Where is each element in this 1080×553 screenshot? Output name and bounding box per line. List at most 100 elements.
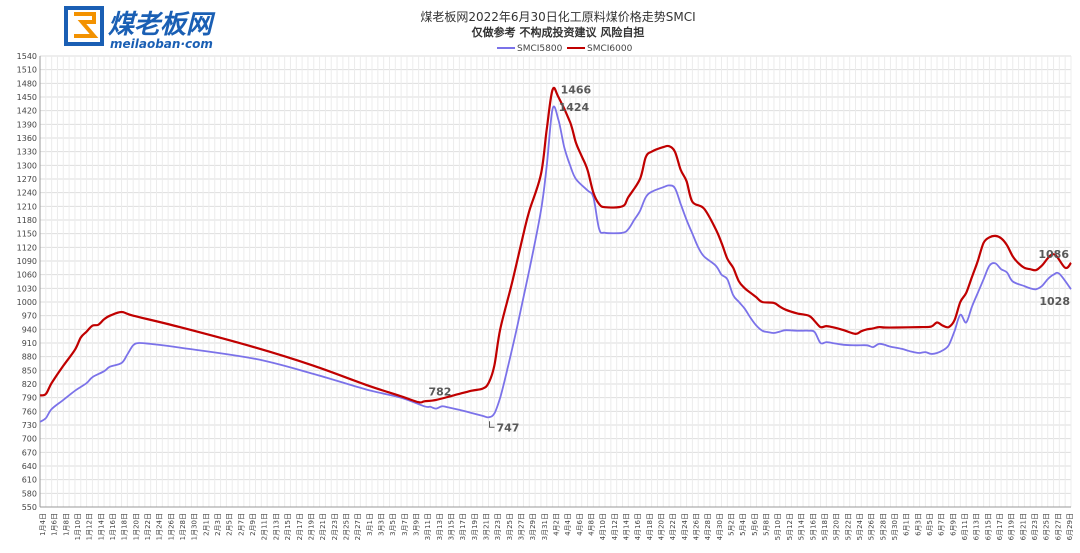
x-tick-label: 4月24日 <box>681 513 689 540</box>
x-tick-label: 5月24日 <box>856 513 864 540</box>
x-tick-label: 3月21日 <box>482 513 490 540</box>
x-tick-label: 2月15日 <box>284 513 292 540</box>
x-tick-label: 6月23日 <box>1031 513 1039 540</box>
x-tick-label: 5月12日 <box>786 513 794 540</box>
x-tick-label: 6月29日 <box>1066 513 1074 540</box>
x-tick-label: 2月3日 <box>214 513 222 536</box>
y-tick-label: 1510 <box>17 66 37 75</box>
x-tick-label: 5月22日 <box>844 513 852 540</box>
x-tick-label: 6月21日 <box>1019 513 1027 540</box>
x-tick-label: 1月16日 <box>109 513 117 540</box>
y-tick-label: 550 <box>22 503 37 512</box>
x-tick-label: 2月5日 <box>226 513 234 536</box>
y-tick-label: 970 <box>22 312 37 321</box>
x-tick-label: 1月10日 <box>74 513 82 540</box>
x-tick-label: 4月4日 <box>564 513 572 536</box>
x-tick-label: 4月8日 <box>588 513 596 536</box>
x-tick-label: 1月6日 <box>51 513 59 536</box>
x-tick-label: 1月24日 <box>156 513 164 540</box>
x-tick-label: 4月2日 <box>553 513 561 536</box>
x-tick-label: 2月9日 <box>249 513 257 536</box>
y-tick-label: 700 <box>22 435 37 444</box>
y-tick-label: 1450 <box>17 93 37 102</box>
data-label: 1086 <box>1038 248 1069 261</box>
x-axis-ticks: 1月4日 1月6日 1月8日 1月10日 1月12日 1月14日 1月16日 1月18日 1月2… <box>39 513 1074 540</box>
legend: SMCI5800 SMCI6000 <box>497 44 633 54</box>
x-tick-label: 6月27日 <box>1054 513 1062 540</box>
x-tick-label: 2月17日 <box>296 513 304 540</box>
x-tick-label: 2月21日 <box>319 513 327 540</box>
x-tick-label: 3月1日 <box>366 513 374 536</box>
x-tick-label: 5月18日 <box>821 513 829 540</box>
x-tick-label: 4月6日 <box>576 513 584 536</box>
x-tick-label: 5月26日 <box>868 513 876 540</box>
x-tick-label: 5月4日 <box>739 513 747 536</box>
y-tick-label: 880 <box>22 353 37 362</box>
x-tick-label: 1月26日 <box>167 513 175 540</box>
y-tick-label: 1150 <box>17 230 37 239</box>
x-tick-label: 2月1日 <box>202 513 210 536</box>
x-tick-label: 3月25日 <box>506 513 514 540</box>
y-tick-label: 1420 <box>17 107 37 116</box>
x-tick-label: 2月27日 <box>354 513 362 540</box>
legend-label: SMCI5800 <box>517 44 563 54</box>
y-tick-label: 1300 <box>17 161 37 170</box>
series-line-smci5800 <box>39 105 1072 423</box>
x-tick-label: 2月7日 <box>237 513 245 536</box>
x-tick-label: 1月4日 <box>39 513 47 536</box>
x-tick-label: 6月15日 <box>984 513 992 540</box>
y-tick-label: 910 <box>22 339 37 348</box>
data-label: 1028 <box>1039 295 1070 308</box>
y-tick-label: 670 <box>22 448 37 457</box>
data-label: 747 <box>497 421 520 434</box>
x-tick-label: 5月10日 <box>774 513 782 540</box>
x-tick-label: 3月11日 <box>424 513 432 540</box>
data-label: 1424 <box>559 101 590 114</box>
y-tick-label: 730 <box>22 421 37 430</box>
x-tick-label: 2月25日 <box>342 513 350 540</box>
y-tick-label: 1060 <box>17 271 37 280</box>
chart-title: 煤老板网2022年6月30日化工原料煤价格走势SMCI <box>420 9 695 24</box>
y-tick-label: 1240 <box>17 189 37 198</box>
x-tick-label: 5月28日 <box>879 513 887 540</box>
y-tick-label: 580 <box>22 489 37 498</box>
x-tick-label: 6月19日 <box>1008 513 1016 540</box>
y-tick-label: 1390 <box>17 120 37 129</box>
x-tick-label: 6月17日 <box>996 513 1004 540</box>
x-tick-label: 3月27日 <box>517 513 525 540</box>
series-lines <box>39 86 1072 423</box>
y-tick-label: 850 <box>22 366 37 375</box>
y-tick-label: 1480 <box>17 79 37 88</box>
x-tick-label: 6月25日 <box>1043 513 1051 540</box>
x-tick-label: 6月7日 <box>938 513 946 536</box>
chart-subtitle: 仅做参考 不构成投资建议 风险自担 <box>471 25 645 39</box>
x-tick-label: 5月30日 <box>891 513 899 540</box>
x-tick-label: 3月19日 <box>471 513 479 540</box>
x-tick-label: 3月29日 <box>529 513 537 540</box>
logo-name-en: meilaoban·com <box>110 37 213 51</box>
x-tick-label: 2月13日 <box>272 513 280 540</box>
x-tick-label: 6月9日 <box>949 513 957 536</box>
annotation-leader <box>489 421 495 428</box>
annotations: 1466 1424 782 747 1086 1028 <box>428 84 1070 435</box>
x-tick-label: 2月19日 <box>307 513 315 540</box>
legend-label: SMCI6000 <box>587 44 633 54</box>
x-tick-label: 1月8日 <box>62 513 70 536</box>
x-tick-label: 1月12日 <box>86 513 94 540</box>
x-tick-label: 3月15日 <box>447 513 455 540</box>
data-label: 1466 <box>561 84 592 97</box>
gridlines <box>39 55 1072 508</box>
x-tick-label: 4月22日 <box>669 513 677 540</box>
x-tick-label: 4月10日 <box>599 513 607 540</box>
y-tick-label: 1090 <box>17 257 37 266</box>
x-tick-label: 6月5日 <box>926 513 934 536</box>
x-tick-label: 3月9日 <box>412 513 420 536</box>
x-tick-label: 3月3日 <box>377 513 385 536</box>
y-tick-label: 940 <box>22 325 37 334</box>
x-tick-label: 2月11日 <box>261 513 269 540</box>
data-label: 782 <box>428 385 451 398</box>
x-tick-label: 4月12日 <box>611 513 619 540</box>
y-tick-label: 1540 <box>17 52 37 61</box>
